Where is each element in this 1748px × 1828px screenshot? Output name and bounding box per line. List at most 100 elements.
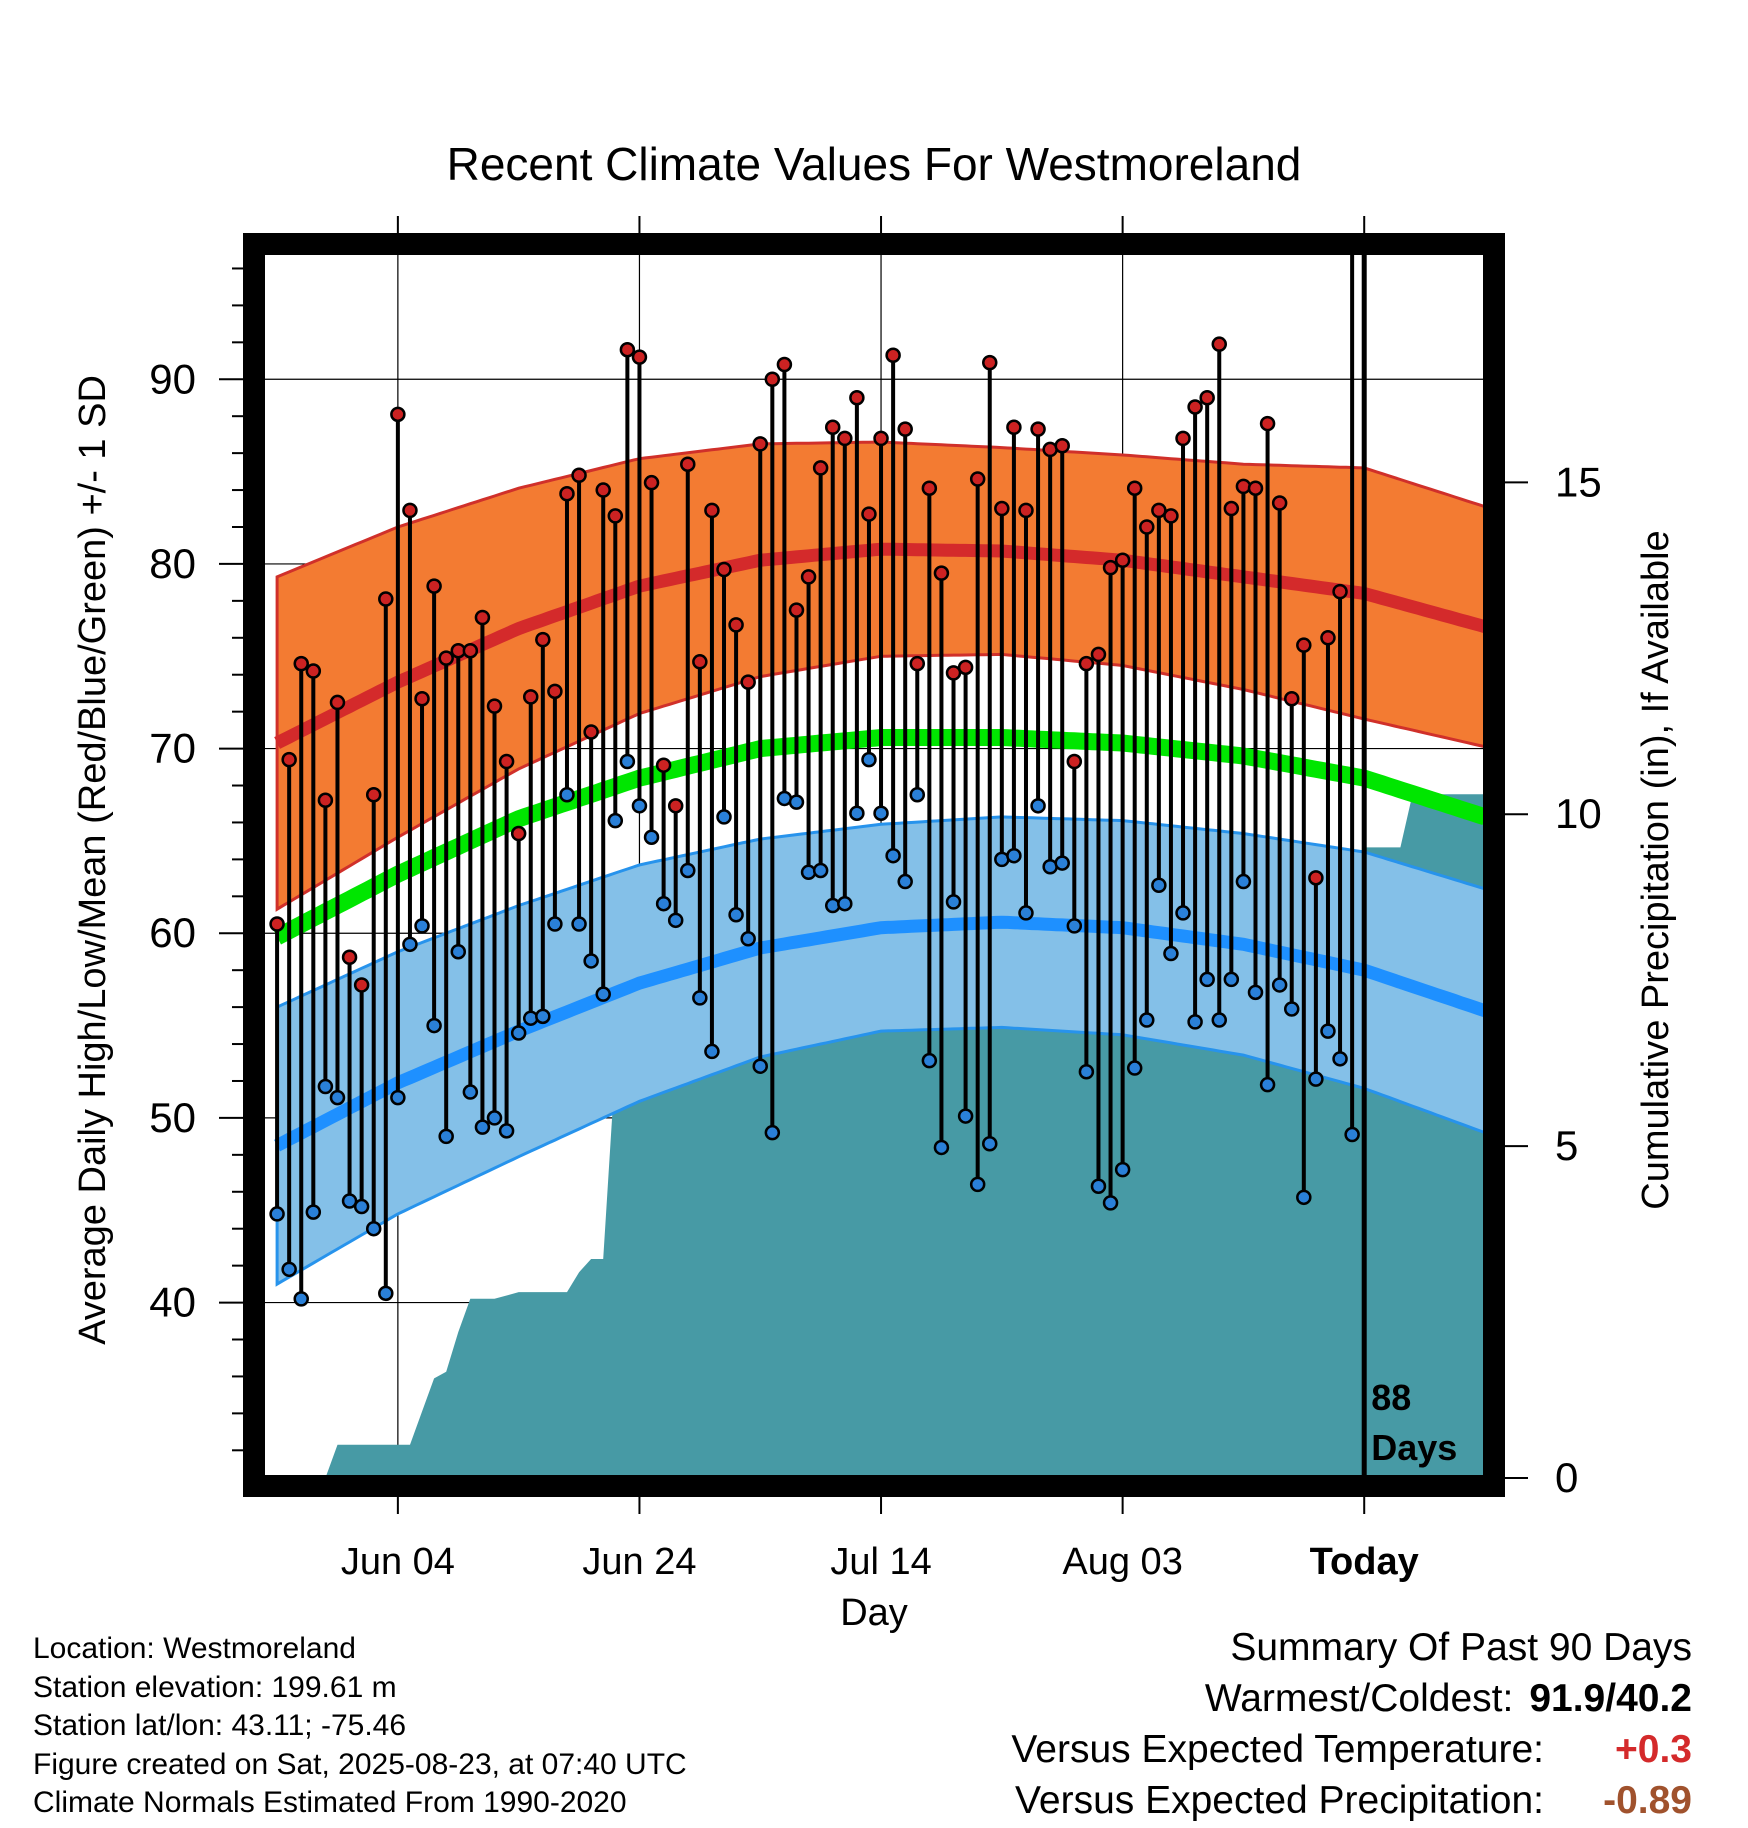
low-point	[522, 1010, 539, 1026]
high-point	[1296, 637, 1312, 653]
normal-low-line	[274, 915, 1485, 1152]
high-point	[849, 389, 865, 406]
high-point	[1235, 478, 1252, 495]
today-annotation-unit: Days	[1371, 1427, 1457, 1468]
high-point	[752, 436, 768, 452]
normals-text: Climate Normals Estimated From 1990-2020	[33, 1786, 627, 1819]
high-point	[1346, 0, 1359, 7]
low-point	[390, 1089, 406, 1106]
y-tick-label: 50	[149, 1094, 196, 1141]
y-tick-label: 40	[149, 1279, 196, 1326]
high-point	[1223, 500, 1240, 517]
high-point	[353, 977, 370, 993]
low-point	[1175, 905, 1191, 921]
low-point	[607, 812, 624, 829]
low-point	[378, 1285, 394, 1302]
low-point	[957, 1108, 974, 1124]
high-point	[1018, 502, 1034, 519]
high-point	[982, 354, 998, 371]
low-point	[498, 1123, 515, 1139]
high-point	[1283, 690, 1300, 707]
low-point	[643, 829, 660, 845]
x-axis-label: Day	[840, 1592, 908, 1634]
high-point	[571, 467, 587, 484]
high-point	[933, 565, 950, 581]
low-point	[764, 1124, 781, 1141]
high-point	[269, 916, 285, 932]
low-point	[1078, 1063, 1095, 1080]
high-point	[1259, 415, 1276, 432]
y-tick-label: 70	[149, 725, 196, 772]
low-point	[535, 1008, 551, 1025]
low-point	[704, 1043, 720, 1060]
high-point	[1187, 399, 1203, 415]
plot-area	[265, 0, 1485, 1478]
high-point	[438, 650, 454, 666]
high-point	[1102, 559, 1119, 576]
low-point	[812, 862, 829, 879]
low-point	[510, 1025, 527, 1041]
low-point	[1151, 877, 1167, 893]
high-point	[559, 486, 575, 502]
high-point	[426, 578, 442, 594]
high-point	[390, 406, 406, 423]
low-point	[1235, 873, 1252, 890]
high-point	[583, 724, 599, 740]
low-point	[824, 897, 841, 914]
y2-axis-label: Cumulative Precipitation (in), If Availa…	[1635, 530, 1677, 1209]
high-point	[1308, 870, 1324, 886]
elevation-text: Station elevation: 199.61 m	[33, 1670, 397, 1704]
low-point	[1126, 1060, 1143, 1076]
location-text: Location: Westmoreland	[33, 1632, 356, 1665]
high-point	[1139, 519, 1155, 535]
low-point	[1090, 1178, 1107, 1194]
high-point	[281, 751, 297, 768]
high-point	[1175, 430, 1191, 447]
high-point	[402, 502, 418, 519]
low-point	[1344, 1126, 1360, 1143]
high-point	[631, 349, 648, 365]
summary-temp: Versus Expected Temperature: +0.3	[1011, 1724, 1692, 1775]
low-point	[1320, 1023, 1336, 1039]
low-point	[667, 912, 684, 929]
low-point	[1187, 1014, 1203, 1030]
low-point	[921, 1052, 938, 1069]
low-point	[450, 943, 467, 960]
low-point	[1247, 984, 1264, 1001]
summary-heading: Summary Of Past 90 Days	[1230, 1626, 1692, 1669]
low-point	[269, 1206, 285, 1222]
low-point	[800, 864, 817, 881]
low-point	[317, 1078, 334, 1095]
high-point	[655, 757, 672, 773]
low-point	[329, 1089, 346, 1106]
low-point	[341, 1193, 358, 1209]
low-point	[885, 847, 901, 864]
high-point	[474, 609, 491, 626]
low-point	[281, 1261, 297, 1278]
y2-tick-label: 15	[1555, 458, 1602, 505]
y2-tick-label: 0	[1555, 1454, 1578, 1501]
high-point	[1332, 583, 1348, 600]
high-point	[812, 460, 829, 476]
low-point	[571, 916, 587, 932]
low-point	[1259, 1076, 1276, 1093]
warmest-coldest-label: Warmest/Coldest:	[1204, 1677, 1514, 1720]
low-point	[752, 1058, 768, 1074]
low-point	[873, 805, 889, 821]
high-point	[1090, 646, 1107, 663]
high-point	[510, 825, 527, 842]
high-point	[293, 655, 309, 672]
high-point	[1126, 480, 1143, 496]
summary-precip: Versus Expected Precipitation: -0.89	[1011, 1775, 1692, 1826]
high-point	[1054, 437, 1070, 454]
high-point	[498, 753, 515, 770]
low-point	[1271, 977, 1288, 993]
low-point	[402, 936, 418, 953]
y-tick-label: 90	[149, 355, 196, 402]
high-point	[462, 642, 479, 659]
high-point	[957, 659, 974, 676]
low-point	[1211, 1012, 1228, 1028]
high-point	[305, 663, 322, 679]
high-point	[317, 792, 334, 809]
high-point	[1199, 389, 1215, 406]
